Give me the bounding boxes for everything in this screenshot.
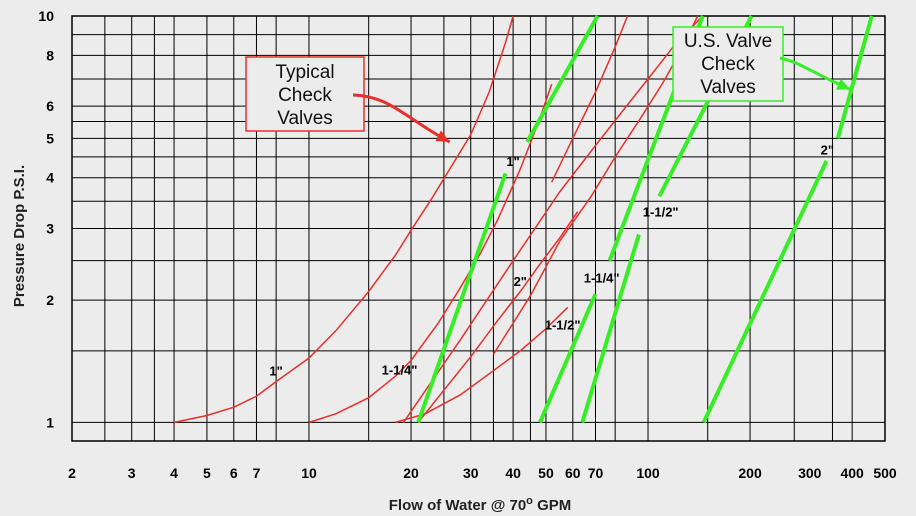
x-axis-title-pre: Flow of Water @ 70 bbox=[389, 497, 526, 514]
callout-text: Check bbox=[278, 85, 332, 106]
x-tick-label: 50 bbox=[538, 465, 554, 481]
us-valve-segment bbox=[416, 172, 508, 424]
typical-curve bbox=[173, 15, 514, 424]
typical-curve bbox=[308, 83, 553, 424]
series-label: 1" bbox=[506, 154, 519, 169]
x-tick-label: 4 bbox=[170, 465, 178, 481]
series-label: 2" bbox=[514, 274, 527, 289]
y-tick-label: 3 bbox=[46, 221, 54, 237]
y-axis-ticks: 1 2 3 4 5 6 8 10 bbox=[38, 8, 54, 430]
callout-text: Valves bbox=[700, 77, 756, 98]
x-tick-label: 10 bbox=[301, 465, 317, 481]
x-tick-label: 40 bbox=[505, 465, 521, 481]
callout-text: U.S. Valve bbox=[684, 31, 772, 52]
callout-box bbox=[245, 56, 365, 132]
x-tick-label: 20 bbox=[403, 465, 419, 481]
callout-box bbox=[672, 26, 784, 102]
callout-text: Check bbox=[701, 54, 755, 75]
y-tick-label: 4 bbox=[46, 170, 54, 186]
y-tick-label: 6 bbox=[46, 98, 54, 114]
us-valve-segment bbox=[525, 15, 600, 143]
series-label: 1-1/4" bbox=[584, 271, 620, 286]
us-valve-segment bbox=[538, 293, 598, 424]
x-tick-label: 6 bbox=[230, 465, 238, 481]
x-tick-label: 100 bbox=[636, 465, 660, 481]
x-axis-title-post: GPM bbox=[533, 497, 571, 514]
callout-text: Valves bbox=[277, 108, 333, 129]
arrow-head-icon bbox=[435, 130, 450, 142]
x-tick-label: 200 bbox=[738, 465, 762, 481]
y-tick-label: 10 bbox=[38, 8, 54, 24]
x-tick-label: 5 bbox=[203, 465, 211, 481]
typical-curve bbox=[551, 15, 629, 183]
series-label: 1-1/2" bbox=[643, 205, 679, 220]
typical-curve bbox=[417, 211, 579, 423]
series-label: 1-1/4" bbox=[382, 362, 418, 377]
x-tick-label: 30 bbox=[463, 465, 479, 481]
series-label: 2" bbox=[821, 142, 834, 157]
callout-arrow bbox=[352, 93, 451, 144]
grid bbox=[72, 15, 885, 441]
x-tick-label: 400 bbox=[840, 465, 864, 481]
series-label: 1" bbox=[269, 364, 282, 379]
us-valve-segment bbox=[701, 160, 829, 424]
typical-curve bbox=[402, 15, 704, 423]
y-axis-title: Pressure Drop P.S.I. bbox=[11, 165, 28, 307]
x-tick-label: 500 bbox=[873, 465, 897, 481]
x-axis-ticks: 2 3 4 5 6 7 10 20 30 40 50 60 70 100 200 300 400 500 bbox=[68, 465, 897, 481]
x-axis-title: Flow of Water @ 70o GPM bbox=[389, 495, 572, 514]
arrow-head-icon bbox=[836, 78, 851, 90]
x-tick-label: 3 bbox=[128, 465, 136, 481]
y-tick-label: 1 bbox=[46, 414, 54, 430]
x-tick-label: 2 bbox=[68, 465, 76, 481]
series-labels: 1" 1-1/4" 1-1/2" 2" 1" 1-1/4" 1-1/2" 2" bbox=[269, 142, 834, 378]
x-tick-label: 7 bbox=[253, 465, 261, 481]
x-tick-label: 300 bbox=[798, 465, 822, 481]
x-tick-label: 70 bbox=[588, 465, 604, 481]
series-label: 1-1/2" bbox=[545, 318, 581, 333]
y-tick-label: 2 bbox=[46, 292, 54, 308]
x-tick-label: 60 bbox=[565, 465, 581, 481]
y-tick-label: 5 bbox=[46, 130, 54, 146]
us-valve-segment bbox=[580, 233, 641, 423]
us-valve-segment bbox=[835, 15, 874, 139]
callout-text: Typical bbox=[275, 62, 334, 83]
y-tick-label: 8 bbox=[46, 47, 54, 63]
x-axis-title-sup: o bbox=[526, 495, 533, 507]
